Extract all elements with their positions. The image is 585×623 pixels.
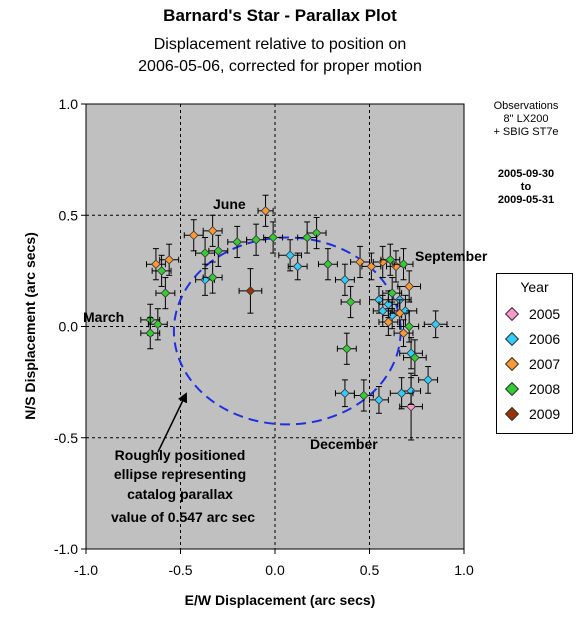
label-december: December — [310, 436, 378, 452]
data-point-2008 — [359, 390, 369, 401]
data-point-2006 — [430, 319, 441, 330]
x-tick-label: -1.0 — [74, 562, 98, 578]
data-point-2008 — [213, 246, 224, 256]
legend-swatch-2008 — [504, 381, 520, 397]
ellipse-note-line3: catalog parallax — [127, 486, 233, 502]
observations-line2: 8" LX200 — [503, 113, 549, 125]
data-point-2006 — [292, 261, 303, 272]
data-point-2006 — [340, 388, 350, 399]
data-point-2008 — [145, 328, 156, 338]
legend-item-2005: 2005 — [504, 306, 561, 322]
legend-item-2006: 2006 — [504, 331, 561, 347]
data-point-2007 — [404, 281, 414, 292]
date-range-to: to — [520, 181, 532, 193]
legend-label-2008: 2008 — [529, 381, 561, 397]
error-bar — [195, 237, 216, 270]
series-2008 — [140, 216, 427, 412]
y-tick-label: -1.0 — [54, 541, 78, 557]
date-range-note: 2005-09-30 to 2009-05-31 — [470, 168, 582, 207]
data-point-2006 — [340, 275, 350, 285]
data-point-2006 — [285, 250, 295, 261]
parallax-ellipse — [172, 236, 402, 426]
data-point-2007 — [394, 308, 405, 318]
label-march: March — [83, 309, 124, 325]
legend-swatch-2007 — [504, 356, 520, 372]
y-tick-label: -0.5 — [54, 430, 78, 446]
data-point-2008 — [200, 248, 210, 258]
legend-label-2006: 2006 — [529, 331, 561, 347]
chart-subtitle-line1: Displacement relative to position on — [153, 36, 407, 53]
ellipse-note-line1: Roughly positioned — [115, 447, 246, 463]
data-point-2008 — [160, 288, 171, 298]
legend-item-2007: 2007 — [504, 356, 561, 372]
data-point-2007 — [188, 230, 199, 241]
y-tick-label: 0.0 — [59, 319, 79, 335]
y-tick-label: 1.0 — [59, 96, 79, 112]
data-points — [140, 194, 448, 441]
legend-label-2005: 2005 — [529, 306, 561, 322]
legend-swatch-2005 — [504, 306, 520, 322]
legend-label-2007: 2007 — [529, 356, 561, 372]
data-point-2007 — [207, 226, 218, 236]
x-axis-label: E/W Displacement (arc secs) — [184, 592, 376, 608]
chart-subtitle-line2: 2006-05-06, corrected for proper motion — [138, 58, 422, 75]
annotation-arrow — [157, 392, 188, 453]
observations-line1: Observations — [493, 100, 559, 112]
data-point-2008 — [385, 254, 396, 265]
data-point-2008 — [410, 352, 420, 363]
y-tick-label: 0.5 — [59, 207, 79, 223]
data-point-2008 — [404, 321, 414, 332]
observations-line3: + SBIG ST7e — [493, 126, 559, 138]
data-point-2008 — [387, 288, 397, 298]
data-point-2008 — [323, 259, 333, 269]
data-point-2008 — [302, 232, 312, 243]
label-june: June — [213, 196, 246, 212]
legend-title: Year — [520, 279, 549, 295]
data-point-2008 — [153, 319, 163, 330]
x-tick-label: 0.5 — [360, 562, 380, 578]
grid-lines — [86, 104, 464, 549]
legend-label-2009: 2009 — [529, 406, 561, 422]
legend-item-2009: 2009 — [504, 406, 561, 422]
data-point-2008 — [345, 297, 356, 307]
data-point-2007 — [151, 259, 161, 269]
data-point-2008 — [268, 232, 278, 243]
ellipse-note-line2: ellipse representing — [114, 466, 246, 482]
legend: Year 2005 2006 2007 2008 2009 — [496, 273, 573, 434]
series-2009 — [238, 268, 263, 314]
annotations: June March September December Roughly po… — [83, 196, 488, 525]
data-point-2006 — [423, 375, 433, 385]
data-point-2007 — [260, 206, 271, 216]
data-point-2007 — [164, 254, 174, 265]
data-point-2006 — [374, 395, 384, 405]
data-point-2008 — [342, 343, 352, 354]
chart-title: Barnard's Star - Parallax Plot — [163, 6, 397, 25]
data-point-2008 — [398, 259, 409, 269]
ellipse-note-line4: value of 0.547 arc sec — [111, 509, 255, 525]
data-point-2008 — [156, 266, 167, 276]
observations-note: Observations 8" LX200 + SBIG ST7e — [470, 100, 582, 139]
data-point-2007 — [383, 317, 394, 327]
x-tick-label: 0.0 — [265, 562, 285, 578]
data-point-2006 — [396, 388, 407, 399]
data-point-2008 — [232, 237, 242, 247]
data-point-2006 — [377, 306, 388, 316]
legend-swatch-2009 — [504, 406, 520, 422]
date-range-start: 2005-09-30 — [497, 168, 555, 180]
y-axis-label: N/S Displacement (arc secs) — [22, 232, 38, 420]
legend-swatch-2006 — [504, 331, 520, 347]
label-september: September — [415, 248, 488, 264]
date-range-end: 2009-05-31 — [497, 194, 555, 206]
data-point-2008 — [207, 272, 218, 283]
data-point-2007 — [398, 328, 409, 338]
legend-item-2008: 2008 — [504, 381, 561, 397]
data-point-2008 — [251, 234, 261, 245]
data-point-2009 — [245, 286, 256, 296]
axis-ticks: -1.0 -0.5 0.0 0.5 1.0 1.0 0.5 0.0 -0.5 -1.0 — [54, 96, 474, 578]
x-tick-label: -0.5 — [168, 562, 192, 578]
x-tick-label: 1.0 — [454, 562, 474, 578]
